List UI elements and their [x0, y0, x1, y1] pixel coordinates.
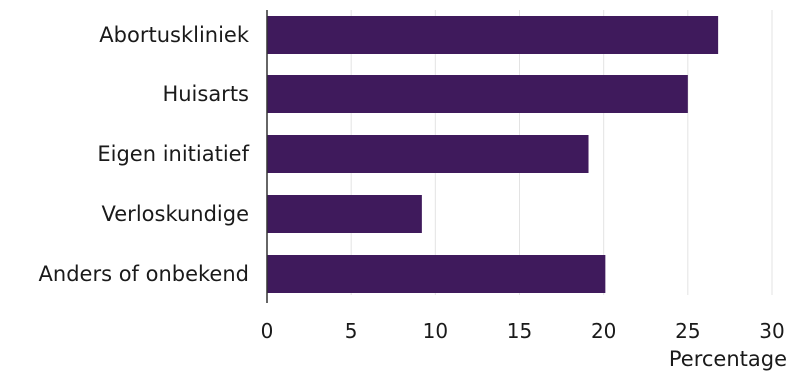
bar — [267, 195, 422, 233]
bar — [267, 255, 606, 293]
category-label: Abortuskliniek — [99, 23, 250, 47]
x-tick-label: 15 — [507, 319, 532, 343]
category-label: Anders of onbekend — [39, 262, 249, 286]
category-label: Huisarts — [162, 82, 249, 106]
bar — [267, 16, 719, 54]
x-axis-title: Percentage — [669, 347, 787, 371]
x-tick-label: 20 — [591, 319, 616, 343]
bar — [267, 75, 688, 113]
bars — [267, 16, 719, 293]
x-tick-label: 5 — [345, 319, 358, 343]
x-tick-label: 25 — [675, 319, 700, 343]
category-label: Eigen initiatief — [97, 142, 249, 166]
x-tick-label: 0 — [261, 319, 274, 343]
x-tick-label: 10 — [423, 319, 448, 343]
labels: 0 5 10 15 20 25 30 Abortuskliniek Huisarts Eigen … — [39, 23, 785, 343]
category-label: Verloskundige — [102, 202, 249, 226]
x-tick-label: 30 — [759, 319, 784, 343]
bar — [267, 135, 589, 173]
